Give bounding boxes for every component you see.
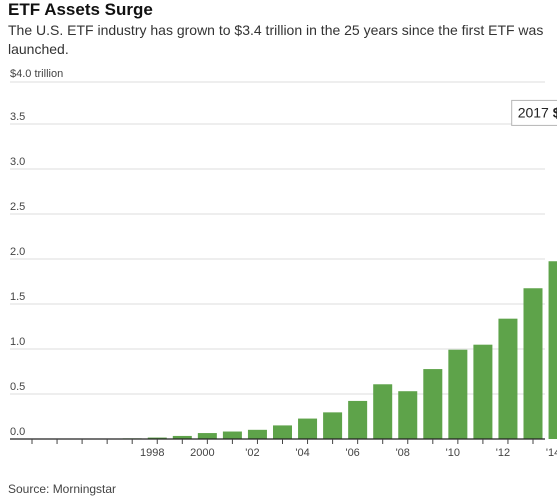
x-tick-label: 1998 bbox=[140, 447, 164, 459]
y-tick-label: 3.5 bbox=[10, 111, 25, 123]
bar bbox=[323, 412, 343, 439]
x-tick-label: '10 bbox=[446, 447, 460, 459]
bar bbox=[373, 384, 393, 439]
callout-year: 2017 bbox=[518, 104, 553, 120]
bar bbox=[448, 349, 468, 439]
y-tick-label: 0.0 bbox=[10, 426, 25, 438]
bar bbox=[247, 429, 267, 439]
y-tick-label: 1.5 bbox=[10, 291, 25, 303]
bar bbox=[548, 261, 557, 439]
x-tick-label: 2000 bbox=[190, 447, 214, 459]
callout-label: 2017 $3.44 trillion bbox=[518, 104, 557, 120]
y-tick-label: 0.5 bbox=[10, 381, 25, 393]
bar bbox=[423, 369, 443, 439]
x-tick-label: '04 bbox=[295, 447, 309, 459]
bar bbox=[523, 288, 543, 439]
y-tick-label: 1.0 bbox=[10, 336, 25, 348]
bar bbox=[473, 344, 493, 439]
y-unit-label: $4.0 trillion bbox=[10, 68, 63, 80]
source-note: Source: Morningstar bbox=[8, 482, 117, 496]
x-tick-label: '08 bbox=[396, 447, 410, 459]
bar bbox=[222, 431, 242, 439]
bar bbox=[398, 391, 418, 439]
x-tick-label: '14 bbox=[546, 447, 557, 459]
bar bbox=[348, 400, 368, 439]
x-tick-label: '02 bbox=[245, 447, 259, 459]
bar bbox=[273, 425, 292, 439]
callout-value: $3.44 trillion bbox=[553, 104, 557, 120]
x-tick-label: '12 bbox=[496, 447, 510, 459]
chart-subtitle: The U.S. ETF industry has grown to $3.4 … bbox=[8, 22, 544, 57]
y-tick-label: 2.0 bbox=[10, 246, 25, 258]
bar bbox=[498, 318, 518, 439]
callout-box bbox=[511, 99, 557, 126]
bar bbox=[147, 437, 167, 439]
bar bbox=[197, 433, 217, 439]
y-tick-label: 2.5 bbox=[10, 201, 25, 213]
bar bbox=[298, 418, 318, 439]
y-tick-label: 3.0 bbox=[10, 156, 25, 168]
chart-title: ETF Assets Surge bbox=[8, 0, 153, 19]
x-tick-label: '06 bbox=[345, 447, 359, 459]
bar bbox=[172, 435, 192, 439]
